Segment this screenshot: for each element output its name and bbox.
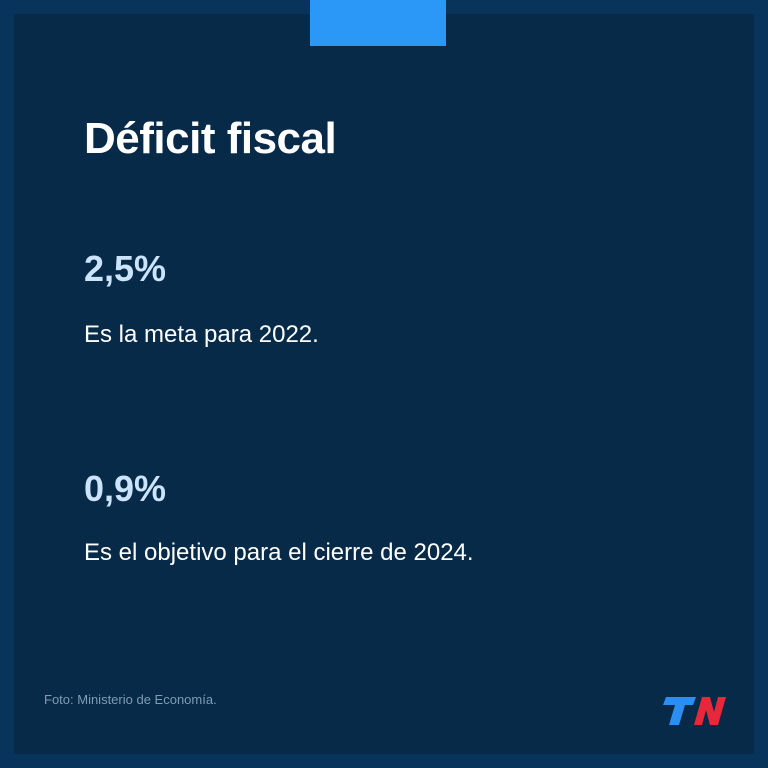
info-card	[14, 14, 754, 754]
stat-value-2022: 2,5%	[84, 248, 167, 289]
stat-description-2024: Es el objetivo para el cierre de 2024.	[84, 539, 474, 566]
tn-logo-icon	[663, 697, 726, 725]
stat-description-2022: Es la meta para 2022.	[84, 321, 319, 348]
accent-tab	[310, 0, 446, 46]
photo-credit: Foto: Ministerio de Economía.	[44, 692, 217, 707]
page-title: Déficit fiscal	[84, 114, 337, 163]
stat-value-2024: 0,9%	[84, 468, 167, 509]
